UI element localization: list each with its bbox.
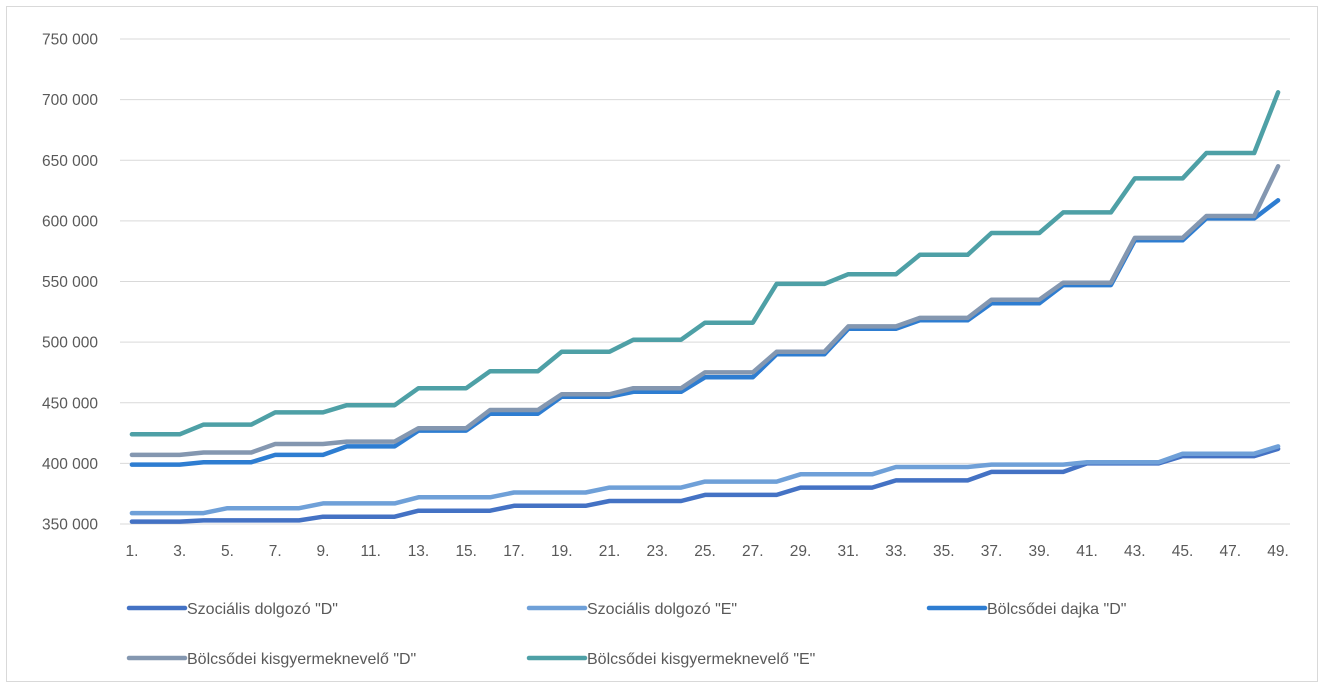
x-tick-label: 9. [316, 543, 329, 560]
y-tick-label: 600 000 [42, 213, 98, 230]
series-line-1 [129, 446, 1281, 524]
series-line-3 [129, 198, 1281, 467]
legend-label: Bölcsődei kisgyermeknevelő "D" [187, 651, 416, 668]
x-tick-label: 37. [981, 543, 1003, 560]
x-tick-label: 25. [694, 543, 716, 560]
x-tick-label: 31. [837, 543, 859, 560]
line-chart: 350 000 400 000 450 000 500 000 550 000 600 0… [42, 32, 1290, 668]
legend-label: Bölcsődei dajka "D" [987, 601, 1126, 618]
y-tick-label: 400 000 [42, 456, 98, 473]
y-tick-label: 450 000 [42, 395, 98, 412]
x-tick-label: 27. [742, 543, 764, 560]
series-line-5 [129, 90, 1281, 437]
x-tick-label: 21. [599, 543, 621, 560]
y-tick-label: 500 000 [42, 335, 98, 352]
x-tick-label: 15. [455, 543, 477, 560]
x-tick-label: 45. [1172, 543, 1194, 560]
chart-frame: 350 000 400 000 450 000 500 000 550 000 600 0… [6, 6, 1318, 682]
y-axis-tick-labels: 350 000 400 000 450 000 500 000 550 000 600 0… [42, 32, 98, 534]
x-tick-label: 7. [269, 543, 282, 560]
y-tick-label: 700 000 [42, 92, 98, 109]
y-tick-label: 350 000 [42, 517, 98, 534]
legend: Szociális dolgozó "D" Szociális dolgozó "… [126, 601, 1126, 668]
x-tick-label: 35. [933, 543, 955, 560]
y-tick-label: 550 000 [42, 274, 98, 291]
legend-label: Bölcsődei kisgyermeknevelő "E" [587, 651, 815, 668]
x-tick-label: 29. [790, 543, 812, 560]
x-tick-label: 11. [361, 543, 381, 560]
x-tick-label: 41. [1076, 543, 1098, 560]
x-tick-label: 49. [1267, 543, 1289, 560]
legend-label: Szociális dolgozó "E" [587, 601, 737, 618]
x-tick-label: 3. [173, 543, 186, 560]
series-lines [129, 90, 1281, 524]
x-axis-tick-labels: 1. 3. 5. 7. 9. 11. 13. 15. 17. 19. 21. 23. 25. 27. 29.… [125, 543, 1288, 560]
x-tick-label: 13. [408, 543, 430, 560]
x-tick-label: 23. [646, 543, 668, 560]
x-tick-label: 43. [1124, 543, 1146, 560]
y-tick-label: 750 000 [42, 32, 98, 49]
y-tick-label: 650 000 [42, 153, 98, 170]
x-tick-label: 33. [885, 543, 907, 560]
series-line-4 [129, 164, 1281, 458]
series-line-2 [129, 444, 1281, 516]
x-tick-label: 47. [1220, 543, 1242, 560]
gridlines [120, 38, 1290, 525]
x-tick-label: 39. [1029, 543, 1051, 560]
legend-label: Szociális dolgozó "D" [187, 601, 338, 618]
x-tick-label: 1. [125, 543, 138, 560]
x-tick-label: 19. [551, 543, 573, 560]
x-tick-label: 17. [503, 543, 525, 560]
x-tick-label: 5. [221, 543, 234, 560]
